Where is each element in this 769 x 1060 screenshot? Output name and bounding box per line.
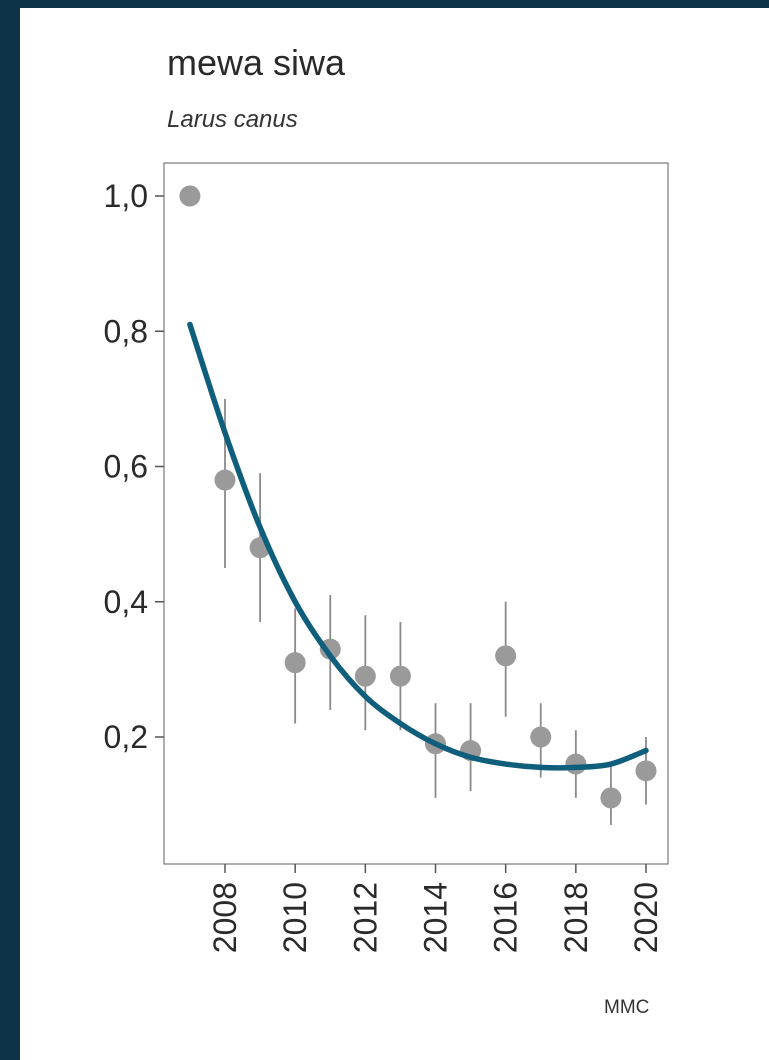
data-point bbox=[635, 760, 657, 782]
y-tick-label: 0,8 bbox=[104, 313, 148, 349]
data-point bbox=[319, 638, 341, 660]
x-tick-label: 2008 bbox=[207, 882, 243, 953]
credit-label: MMC bbox=[604, 997, 650, 1018]
data-point bbox=[565, 753, 587, 775]
data-point bbox=[354, 665, 376, 687]
x-tick-label: 2012 bbox=[347, 882, 383, 953]
x-tick-label: 2010 bbox=[277, 882, 313, 953]
chart-card: mewa siwa Larus canus 0,2 0,4 0,6 0,8 1,0 200… bbox=[20, 8, 769, 1060]
data-point bbox=[600, 787, 622, 809]
data-point bbox=[530, 726, 552, 748]
data-point bbox=[495, 645, 517, 667]
x-tick-label: 2018 bbox=[558, 882, 594, 953]
chart-subtitle: Larus canus bbox=[167, 106, 298, 133]
data-point bbox=[214, 469, 236, 491]
y-tick-label: 1,0 bbox=[104, 178, 148, 214]
y-tick-label: 0,6 bbox=[104, 449, 148, 485]
y-tick-label: 0,2 bbox=[104, 719, 148, 755]
y-tick-label: 0,4 bbox=[104, 584, 148, 620]
plot-frame bbox=[163, 162, 669, 865]
chart-title: mewa siwa bbox=[167, 42, 346, 83]
data-point bbox=[179, 185, 201, 207]
x-tick-label: 2020 bbox=[628, 882, 664, 953]
trend-line bbox=[187, 321, 649, 771]
data-point bbox=[284, 652, 306, 674]
x-tick-label: 2014 bbox=[418, 882, 454, 953]
x-tick-label: 2016 bbox=[488, 882, 524, 953]
data-point bbox=[389, 665, 411, 687]
chart-plot: 0,2 0,4 0,6 0,8 1,0 2008 2010 2012 2014 2016 2018 2… bbox=[104, 162, 669, 953]
